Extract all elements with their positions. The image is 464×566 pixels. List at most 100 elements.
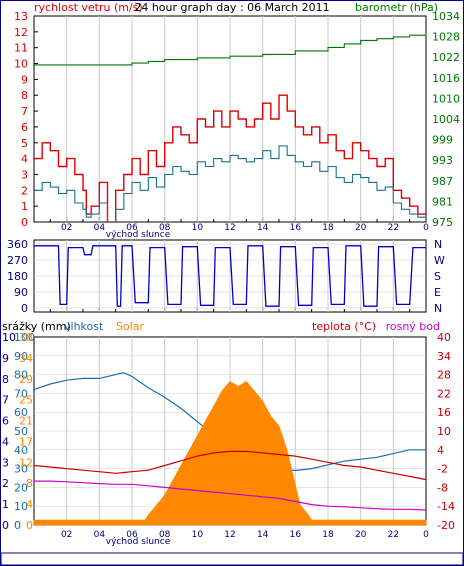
wind-tick-label: 10 [14, 58, 28, 71]
baro-tick-label: 1016 [432, 72, 460, 85]
solar-tick-label: 25 [19, 394, 33, 407]
baro-tick-label: 999 [432, 134, 453, 147]
wind-tick-label: 11 [14, 42, 28, 55]
temp-tick-label: 22 [437, 387, 451, 400]
baro-tick-labels: 975 981 987 993 999 1004 1010 1016 1022 1028 1034 [432, 10, 460, 229]
time-tick-label: 08 [159, 530, 171, 540]
baro-axis-label: barometr (hPa) [355, 1, 438, 14]
solar-tick-labels: 0 4 8 12 17 21 25 29 34 38 [19, 331, 33, 532]
baro-tick-label: 1028 [432, 31, 460, 44]
wind-tick-label: 13 [14, 10, 28, 23]
time-tick-label: 02 [61, 223, 72, 233]
legend-rain: srážky (mm) [2, 320, 71, 333]
temperature-series [33, 372, 427, 526]
direction-series [34, 245, 426, 307]
time-tick-label: 02 [61, 530, 72, 540]
time-tick-label: 04 [94, 530, 106, 540]
time-tick-label: 0 [423, 223, 429, 233]
wind-tick-label: 7 [21, 105, 28, 118]
rain-tick-label: 1 [2, 498, 9, 511]
baro-tick-label: 1004 [432, 113, 460, 126]
temp-tick-labels: -20 -14 -8 -2 4 10 16 22 28 34 40 [437, 331, 455, 532]
sunrise-label-bottom: východ slunce [106, 537, 171, 547]
baro-tick-label: 1010 [432, 92, 460, 105]
compass-tick-label: N [434, 302, 442, 315]
time-tick-label: 12 [224, 530, 235, 540]
compass-tick-label: E [434, 286, 441, 299]
time-tick-label: 14 [257, 223, 269, 233]
time-tick-label: 22 [388, 223, 399, 233]
humidity-tick-label: 10 [14, 500, 28, 513]
rain-tick-label: 8 [2, 373, 9, 386]
wind-tick-label: 0 [21, 216, 28, 229]
solar-tick-label: 34 [19, 352, 33, 365]
series-temp [33, 450, 427, 481]
time-tick-label: 16 [290, 223, 302, 233]
wind-tick-label: 12 [14, 26, 28, 39]
temperature-time-ticks: 02 04 06 08 10 12 14 16 18 20 22 0 [61, 530, 429, 540]
temp-tick-label: 16 [437, 406, 451, 419]
time-tick-label: 04 [94, 223, 106, 233]
legend-temp: teplota (°C) [312, 320, 376, 333]
temp-tick-label: 10 [437, 425, 451, 438]
legend-humidity: vlhkost [64, 320, 104, 333]
temp-tick-label: -8 [437, 481, 448, 494]
temp-tick-label: -2 [437, 463, 448, 476]
series-direction [34, 245, 426, 307]
series-dew [34, 480, 427, 511]
time-tick-label: 16 [290, 530, 302, 540]
direction-tick-label: 360 [7, 238, 28, 251]
direction-tick-label: 90 [14, 286, 28, 299]
time-tick-label: 22 [388, 530, 399, 540]
wind-tick-label: 6 [21, 121, 28, 134]
baro-tick-label: 1022 [432, 51, 460, 64]
temp-tick-label: -20 [437, 519, 455, 532]
compass-tick-label: S [434, 270, 441, 283]
wind-time-ticks: 02 04 06 08 10 12 14 16 18 20 22 0 [61, 223, 429, 233]
time-tick-label: 08 [159, 223, 171, 233]
humidity-tick-label: 50 [14, 425, 28, 438]
time-tick-label: 06 [126, 223, 138, 233]
rain-tick-label: 10 [2, 331, 16, 344]
time-tick-label: 20 [355, 223, 367, 233]
temp-tick-label: 28 [437, 369, 451, 382]
wind-tick-label: 9 [21, 73, 28, 86]
rain-tick-label: 3 [2, 456, 9, 469]
baro-tick-label: 993 [432, 154, 453, 167]
rain-tick-label: 2 [2, 477, 9, 490]
solar-tick-label: 8 [26, 477, 33, 490]
wind-tick-label: 3 [21, 168, 28, 181]
humidity-tick-label: 90 [14, 350, 28, 363]
humidity-tick-label: 70 [14, 387, 28, 400]
rain-tick-label: 0 [2, 519, 9, 532]
humidity-tick-label: 0 [14, 519, 21, 532]
baro-tick-label: 1034 [432, 10, 460, 23]
compass-tick-label: N [434, 238, 442, 251]
rain-tick-label: 9 [2, 352, 9, 365]
time-tick-label: 12 [224, 223, 235, 233]
wind-tick-label: 2 [21, 184, 28, 197]
rain-tick-label: 4 [2, 435, 9, 448]
wind-axis-label: rychlost vetru (m/s) [34, 1, 143, 14]
direction-tick-label: 0 [21, 302, 28, 315]
humidity-tick-label: 30 [14, 463, 28, 476]
baro-tick-label: 981 [432, 195, 453, 208]
series-wind_max [34, 94, 426, 223]
rain-tick-labels: 0 1 2 3 4 6 7 8 9 10 [2, 331, 16, 532]
series-solar [33, 380, 427, 526]
baro-tick-label: 975 [432, 216, 453, 229]
solar-tick-label: 4 [26, 498, 33, 511]
solar-tick-label: 0 [26, 519, 33, 532]
direction-tick-label: 180 [7, 270, 28, 283]
wind-series [34, 33, 427, 223]
solar-tick-label: 17 [19, 435, 33, 448]
time-tick-label: 10 [192, 530, 204, 540]
solar-tick-label: 38 [19, 331, 33, 344]
solar-tick-label: 12 [19, 456, 33, 469]
humidity-tick-label: 40 [14, 444, 28, 457]
time-tick-label: 06 [126, 530, 138, 540]
